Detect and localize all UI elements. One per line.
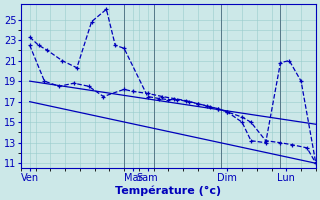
X-axis label: Température (°c): Température (°c) [115, 185, 221, 196]
